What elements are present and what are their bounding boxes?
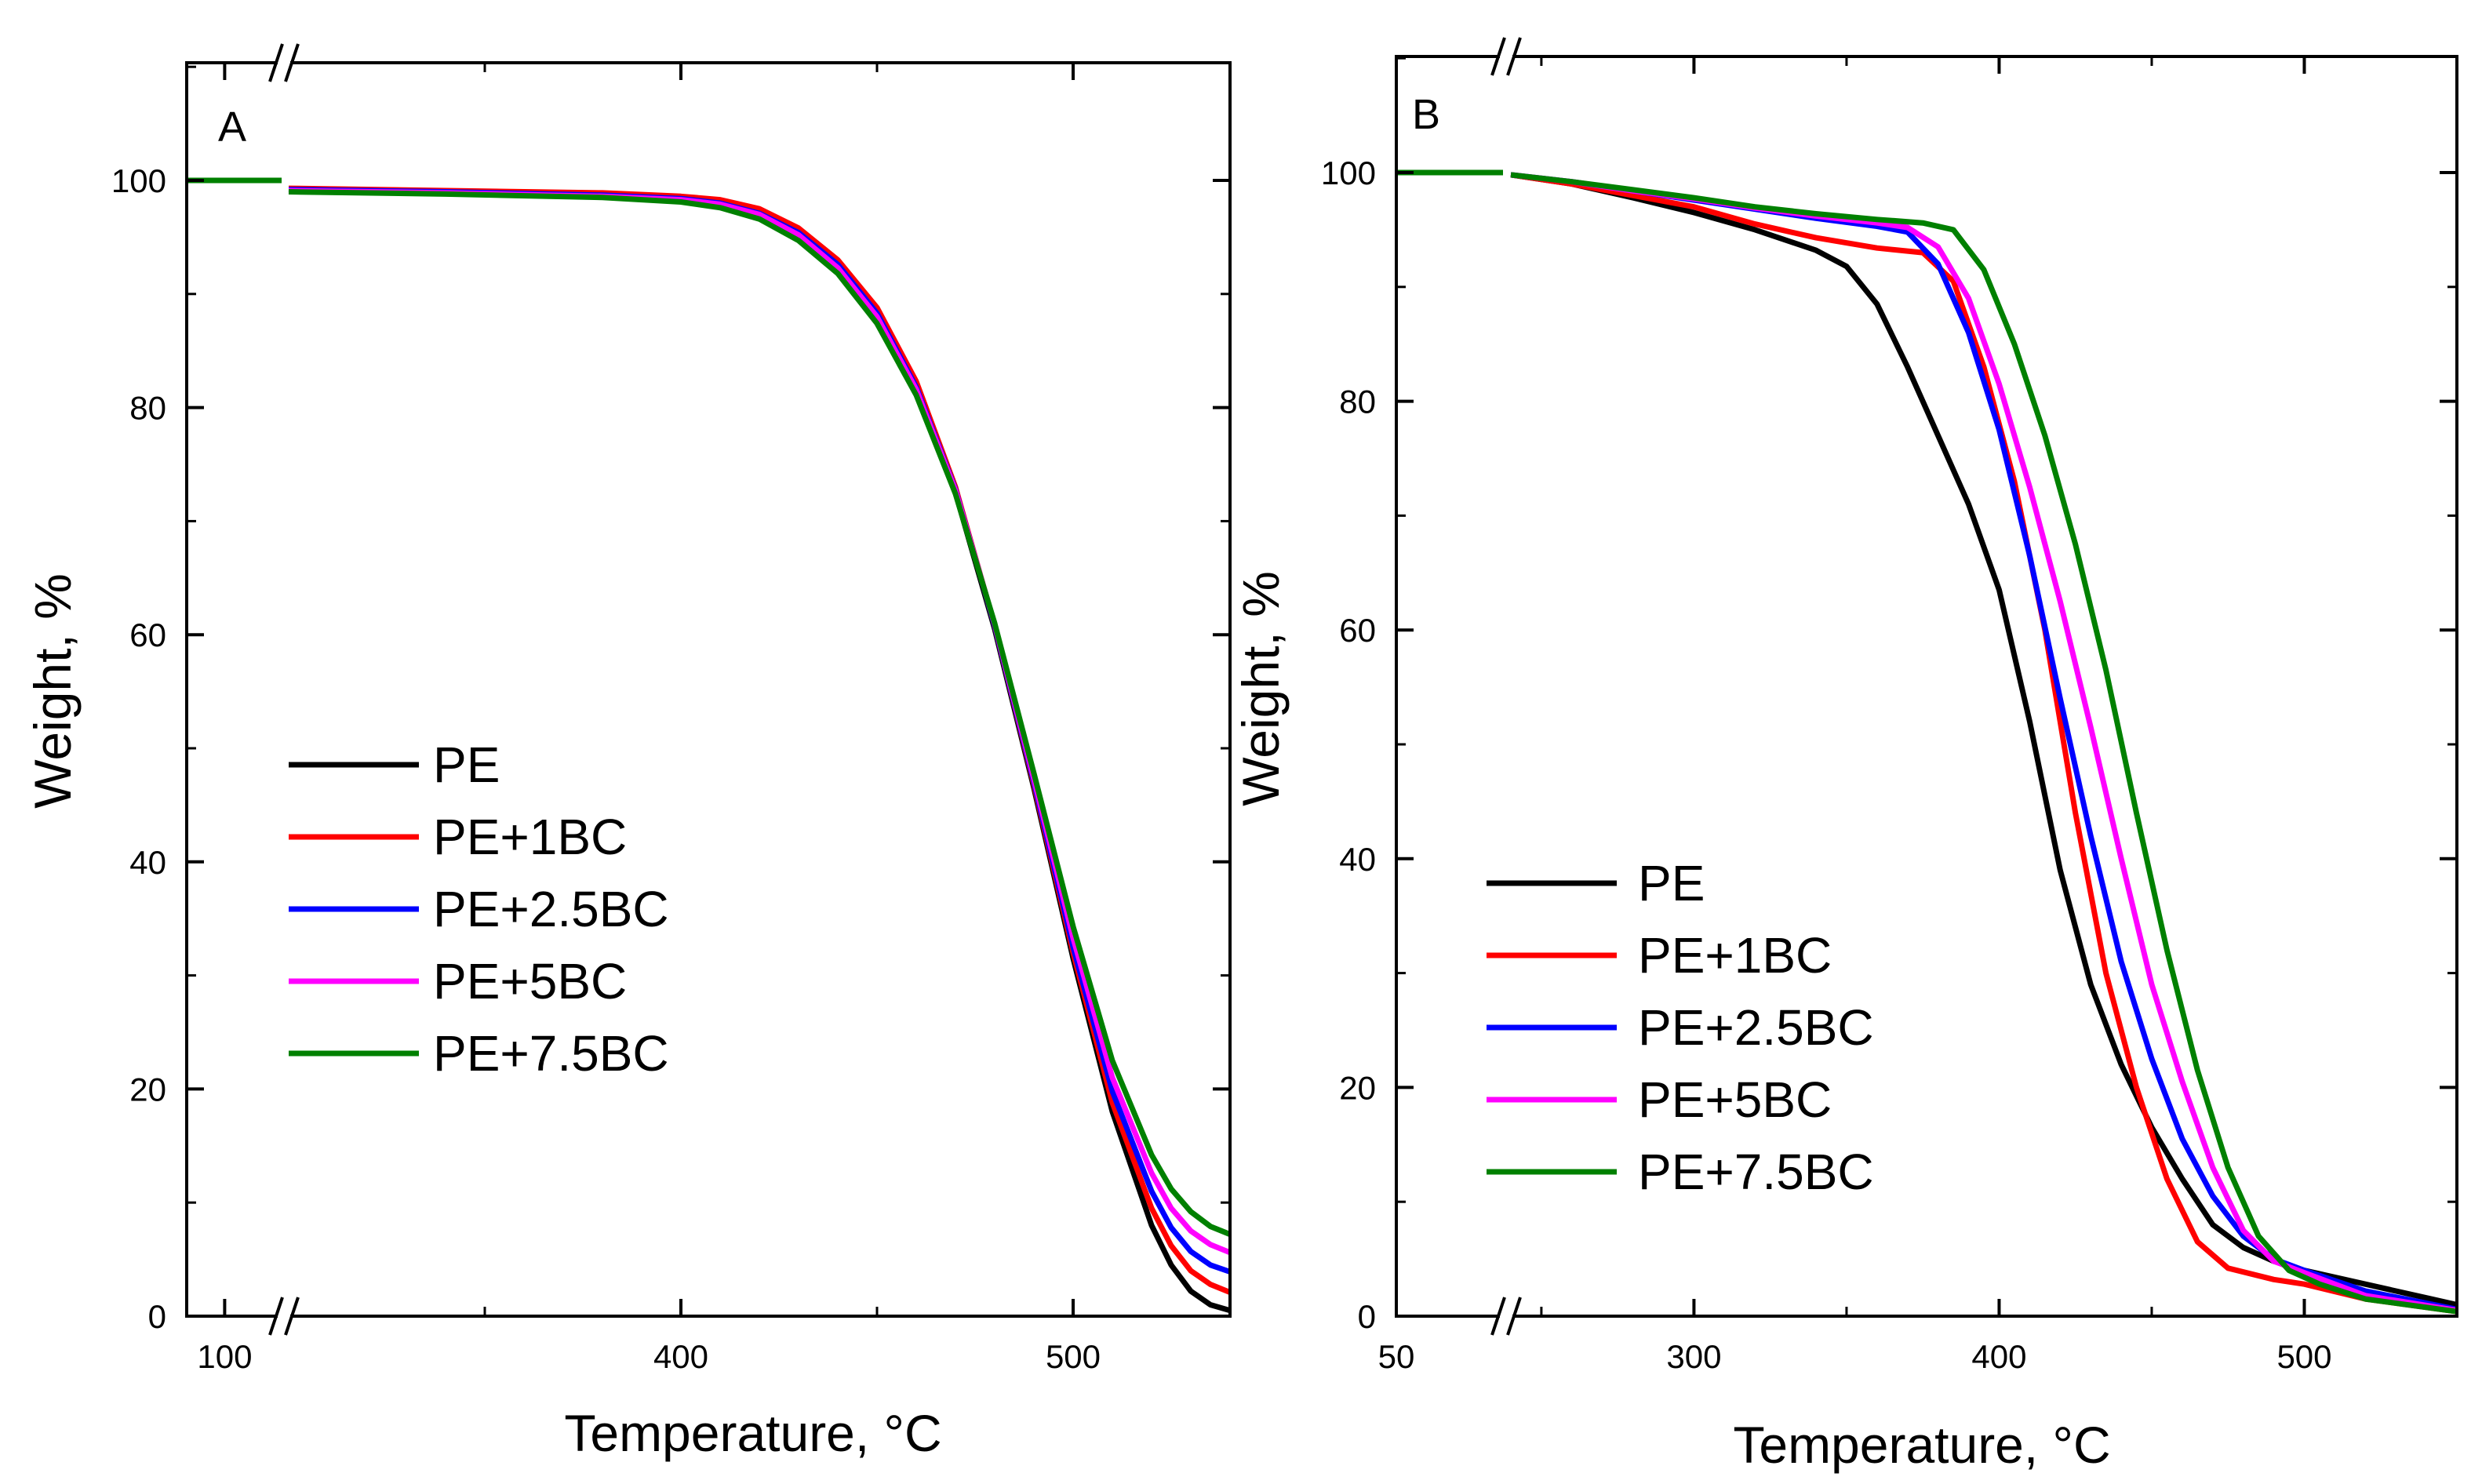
axis-break-mark <box>1490 37 1522 76</box>
legend-label: PE+1BC <box>433 809 627 865</box>
legend-label: PE <box>433 737 500 793</box>
y-tick-label: 20 <box>129 1071 166 1108</box>
series-path-pe-plus-2-5bc-seg1 <box>288 187 1230 1275</box>
legend-item: PE+2.5BC <box>1487 999 1874 1056</box>
series-line-pe <box>187 177 1230 1314</box>
series-line-pe <box>1396 169 2457 1308</box>
series-line-pe-plus-1bc <box>187 177 1230 1296</box>
legend-item: PE+5BC <box>1487 1071 1832 1128</box>
y-tick-label: 80 <box>129 390 166 427</box>
x-tick-label: 100 <box>197 1338 252 1375</box>
series-line-pe-plus-7-5bc <box>1396 169 2457 1315</box>
legend-label: PE+5BC <box>433 953 627 1009</box>
series-path-pe-plus-7-5bc-seg1 <box>288 189 1230 1238</box>
legend-label: PE+5BC <box>1638 1071 1832 1128</box>
legend-item: PE+1BC <box>1487 927 1832 984</box>
legend-item: PE+1BC <box>289 809 627 865</box>
y-tick-label: 100 <box>1321 155 1376 191</box>
legend-label: PE <box>1638 855 1705 911</box>
axis-break-mark <box>268 43 300 82</box>
y-axis-title: Weight, % <box>24 573 82 809</box>
y-tick-label: 60 <box>1339 612 1376 649</box>
x-axis-title: Temperature, °C <box>564 1404 941 1462</box>
panel-label: B <box>1412 91 1440 138</box>
x-tick-label: 500 <box>1046 1338 1101 1375</box>
x-tick-label: 300 <box>1666 1338 1721 1375</box>
y-tick-label: 0 <box>1358 1298 1376 1335</box>
legend-label: PE+1BC <box>1638 927 1832 984</box>
x-tick-label: 50 <box>1378 1338 1415 1375</box>
y-tick-label: 60 <box>129 617 166 653</box>
legend-item: PE+2.5BC <box>289 881 669 937</box>
series-line-pe-plus-7-5bc <box>187 177 1230 1238</box>
y-tick-label: 0 <box>148 1298 166 1335</box>
axis-break-mark <box>1490 1297 1522 1336</box>
series-path-pe-plus-5bc-seg1 <box>288 187 1230 1256</box>
y-tick-label: 80 <box>1339 384 1376 420</box>
series-path-pe-seg1 <box>1510 172 2457 1308</box>
legend-item: PE <box>1487 855 1705 911</box>
legend-label: PE+2.5BC <box>433 881 669 937</box>
series-line-pe-plus-5bc <box>187 177 1230 1256</box>
chart-panel-b: 0 20 40 60 80 100 50 300 400 500 B Temperature, °C W… <box>1232 37 2458 1474</box>
axis-break-mark <box>268 1297 300 1336</box>
legend-label: PE+2.5BC <box>1638 999 1874 1056</box>
series-line-pe-plus-2-5bc <box>1396 169 2457 1312</box>
legend-label: PE+7.5BC <box>1638 1144 1874 1200</box>
legend: PE PE+1BC PE+2.5BC PE+5BC PE+7.5BC <box>289 737 669 1082</box>
legend-item: PE+7.5BC <box>289 1025 669 1082</box>
y-axis-title: Weight, % <box>1232 571 1290 806</box>
series-path-pe-plus-7-5bc-seg1 <box>1510 172 2457 1315</box>
plot-frame <box>1395 55 2458 1318</box>
series-line-pe-plus-5bc <box>1396 169 2457 1314</box>
x-tick-label: 400 <box>653 1338 708 1375</box>
series-line-pe-plus-1bc <box>1396 169 2457 1315</box>
series-path-pe-plus-5bc-seg1 <box>1510 172 2457 1314</box>
x-tick-label: 500 <box>2276 1338 2331 1375</box>
chart-panel-a: 0 20 40 60 80 100 100 400 500 A Temperature, °C Wei… <box>24 43 1232 1462</box>
legend-item: PE <box>289 737 500 793</box>
legend-item: PE+5BC <box>289 953 627 1009</box>
x-tick-label: 400 <box>1971 1338 2026 1375</box>
panel-label: A <box>218 104 246 151</box>
legend-label: PE+7.5BC <box>433 1025 669 1082</box>
y-tick-label: 40 <box>129 844 166 881</box>
legend: PE PE+1BC PE+2.5BC PE+5BC PE+7.5BC <box>1487 855 1874 1200</box>
y-tick-label: 100 <box>111 162 166 199</box>
plot-frame <box>185 61 1232 1318</box>
legend-item: PE+7.5BC <box>1487 1144 1874 1200</box>
y-tick-label: 20 <box>1339 1069 1376 1106</box>
series-line-pe-plus-2-5bc <box>187 177 1230 1275</box>
x-axis-title: Temperature, °C <box>1733 1416 2110 1474</box>
y-tick-label: 40 <box>1339 841 1376 878</box>
